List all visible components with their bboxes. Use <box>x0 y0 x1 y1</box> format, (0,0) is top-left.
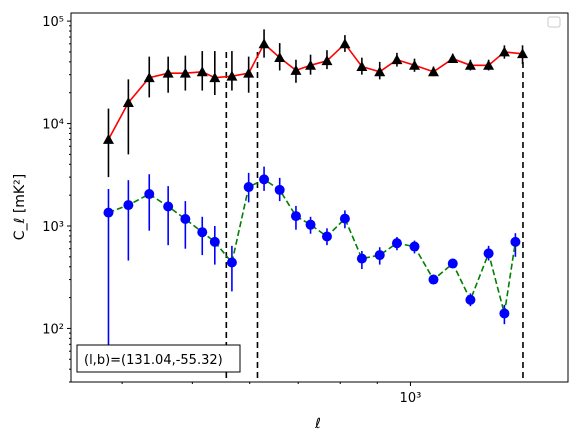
data-point-triangle <box>409 59 421 70</box>
data-point-triangle <box>305 59 317 70</box>
data-point-triangle <box>258 38 270 49</box>
data-point-circle <box>391 238 402 249</box>
data-point-triangle <box>356 61 368 71</box>
data-point-triangle <box>427 66 439 77</box>
data-point-triangle <box>374 66 386 77</box>
data-point-circle <box>259 174 270 185</box>
data-point-circle <box>274 184 285 195</box>
data-point-triangle <box>122 97 134 108</box>
y-axis-label: C_ℓ [mK²] <box>12 174 28 240</box>
data-point-circle <box>447 258 458 269</box>
data-point-triangle <box>209 72 221 83</box>
data-point-triangle <box>274 52 286 63</box>
data-point-circle <box>243 182 254 193</box>
series-layer <box>102 29 529 360</box>
y-tick-label: 10⁵ <box>42 15 64 30</box>
data-point-circle <box>180 214 191 225</box>
data-point-circle <box>499 308 510 319</box>
data-point-triangle <box>483 59 495 70</box>
plot-frame <box>70 12 569 383</box>
data-point-circle <box>305 219 316 230</box>
data-point-triangle <box>226 70 238 81</box>
data-point-circle <box>103 207 114 218</box>
y-tick-label: 10² <box>42 322 64 337</box>
data-point-triangle <box>464 59 476 70</box>
series-line <box>107 42 523 140</box>
data-point-circle <box>226 257 237 268</box>
data-point-triangle <box>517 48 529 59</box>
legend-box <box>547 16 561 28</box>
annotation-box: (l,b)=(131.04,-55.32) <box>76 344 241 373</box>
axes: 10² 10³ 10⁴ 10⁵ 10³ <box>42 15 421 406</box>
data-point-triangle <box>243 67 255 78</box>
data-point-triangle <box>162 67 174 78</box>
data-point-circle <box>428 274 439 285</box>
x-axis-label: ℓ <box>314 416 321 432</box>
data-point-triangle <box>498 46 510 57</box>
data-point-circle <box>123 200 134 211</box>
data-point-triangle <box>321 55 333 66</box>
data-point-circle <box>356 253 367 264</box>
data-point-circle <box>465 294 476 305</box>
data-point-circle <box>510 236 521 247</box>
vertical-dashed-lines <box>225 51 524 382</box>
data-point-circle <box>483 248 494 259</box>
y-tick-label: 10⁴ <box>42 118 64 133</box>
y-tick-label: 10³ <box>42 220 64 235</box>
data-point-triangle <box>143 72 155 83</box>
data-point-triangle <box>290 64 302 75</box>
data-point-triangle <box>102 133 114 144</box>
data-point-circle <box>321 231 332 242</box>
data-point-circle <box>197 227 208 238</box>
data-point-circle <box>339 213 350 224</box>
data-point-triangle <box>391 54 403 65</box>
data-point-circle <box>163 201 174 212</box>
x-tick-label: 10³ <box>400 391 422 406</box>
data-point-circle <box>409 241 420 252</box>
data-point-triangle <box>339 38 351 49</box>
data-point-triangle <box>447 53 459 64</box>
series-line <box>108 178 517 314</box>
data-point-circle <box>209 236 220 247</box>
data-point-circle <box>290 211 301 222</box>
annotation-text: (l,b)=(131.04,-55.32) <box>84 353 223 368</box>
data-point-circle <box>374 250 385 261</box>
data-point-triangle <box>196 66 208 77</box>
data-point-triangle <box>179 67 191 78</box>
data-point-circle <box>144 189 155 200</box>
